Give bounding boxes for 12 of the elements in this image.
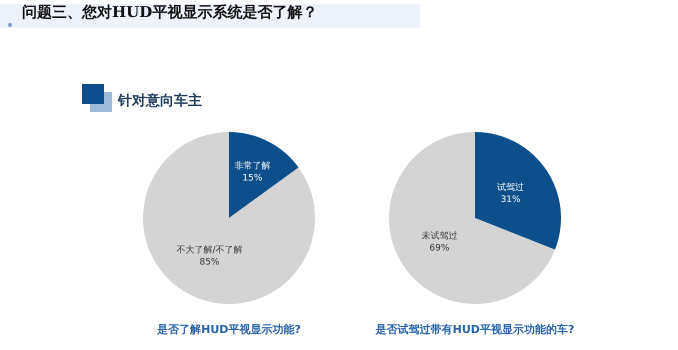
data-label: 15% <box>242 173 263 184</box>
data-label: 85% <box>199 258 220 268</box>
data-label: 31% <box>500 195 522 206</box>
slice-label: 未试驾过 <box>421 230 458 242</box>
data-label: 69% <box>429 244 450 254</box>
text: 是否了解HUD平视显示功能? <box>156 322 302 337</box>
text: 针对意向车主 <box>118 92 202 110</box>
text: 是否试驾过带有HUD平视显示功能的车? <box>374 322 576 337</box>
slice-label: 不大了解/不了解 <box>176 244 242 256</box>
text: 问题三、您对HUD平视显示系统是否了解？ <box>22 3 318 22</box>
slice-label: 试驾过 <box>497 182 524 194</box>
slice-label: 非常了解 <box>234 160 270 172</box>
